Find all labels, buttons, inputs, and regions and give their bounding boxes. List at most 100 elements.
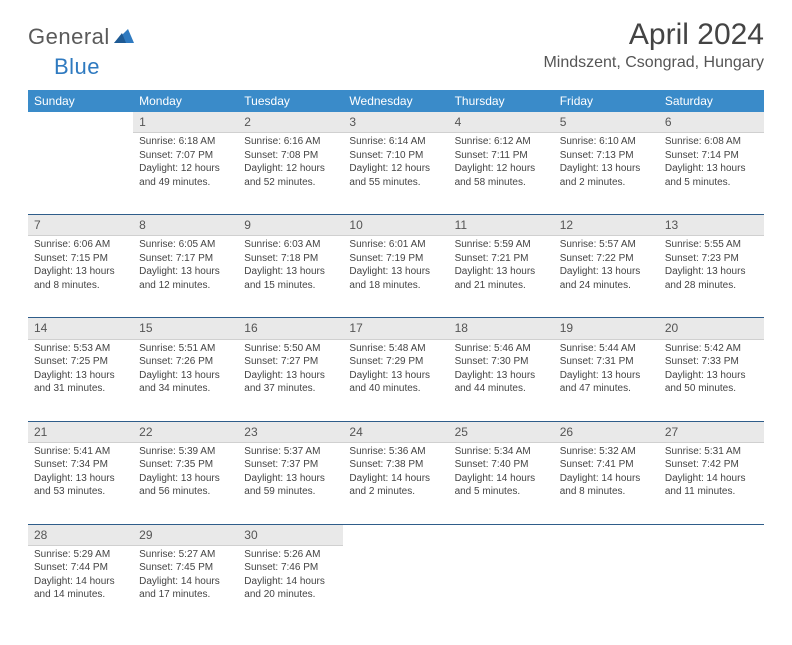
- day-line: Sunrise: 6:05 AM: [139, 238, 232, 252]
- day-number: 11: [449, 215, 554, 236]
- day-line: Sunrise: 5:46 AM: [455, 342, 548, 356]
- day-cell: Sunrise: 5:29 AMSunset: 7:44 PMDaylight:…: [28, 545, 133, 627]
- day-number: 29: [133, 525, 238, 546]
- title-block: April 2024 Mindszent, Csongrad, Hungary: [543, 18, 764, 72]
- day-line: Sunrise: 5:48 AM: [349, 342, 442, 356]
- day-line: Daylight: 13 hours: [560, 265, 653, 279]
- day-header: Saturday: [659, 90, 764, 112]
- day-number: 15: [133, 318, 238, 339]
- calendar-page: General April 2024 Mindszent, Csongrad, …: [0, 0, 792, 645]
- day-number-row: 14151617181920: [28, 318, 764, 339]
- day-line: Sunset: 7:42 PM: [665, 458, 758, 472]
- day-number: 30: [238, 525, 343, 546]
- day-line: Sunrise: 5:34 AM: [455, 445, 548, 459]
- day-number: 24: [343, 422, 448, 443]
- day-cell: Sunrise: 5:46 AMSunset: 7:30 PMDaylight:…: [449, 339, 554, 421]
- day-line: Sunset: 7:19 PM: [349, 252, 442, 266]
- day-cell: Sunrise: 6:03 AMSunset: 7:18 PMDaylight:…: [238, 236, 343, 318]
- day-line: and 20 minutes.: [244, 588, 337, 602]
- day-header: Tuesday: [238, 90, 343, 112]
- day-number: 20: [659, 318, 764, 339]
- day-line: Daylight: 14 hours: [665, 472, 758, 486]
- day-cell: [28, 133, 133, 215]
- day-number: [343, 525, 448, 546]
- day-number-row: 123456: [28, 112, 764, 133]
- day-number: 14: [28, 318, 133, 339]
- day-number: 4: [449, 112, 554, 133]
- day-content-row: Sunrise: 6:18 AMSunset: 7:07 PMDaylight:…: [28, 133, 764, 215]
- day-line: and 8 minutes.: [560, 485, 653, 499]
- day-line: and 2 minutes.: [560, 176, 653, 190]
- day-cell: Sunrise: 5:57 AMSunset: 7:22 PMDaylight:…: [554, 236, 659, 318]
- day-number: [449, 525, 554, 546]
- day-line: Daylight: 14 hours: [455, 472, 548, 486]
- day-header: Thursday: [449, 90, 554, 112]
- day-cell: [343, 545, 448, 627]
- day-line: Sunset: 7:25 PM: [34, 355, 127, 369]
- day-line: Daylight: 13 hours: [455, 369, 548, 383]
- brand-triangle-icon: [114, 27, 134, 48]
- day-line: Sunrise: 6:08 AM: [665, 135, 758, 149]
- day-content-row: Sunrise: 5:29 AMSunset: 7:44 PMDaylight:…: [28, 545, 764, 627]
- day-cell: Sunrise: 5:41 AMSunset: 7:34 PMDaylight:…: [28, 442, 133, 524]
- day-line: Daylight: 13 hours: [665, 162, 758, 176]
- day-line: Sunset: 7:15 PM: [34, 252, 127, 266]
- day-number: 22: [133, 422, 238, 443]
- day-line: Sunset: 7:44 PM: [34, 561, 127, 575]
- brand-text-2: Blue: [54, 54, 100, 80]
- day-line: Sunset: 7:34 PM: [34, 458, 127, 472]
- day-line: Daylight: 13 hours: [34, 472, 127, 486]
- day-line: and 14 minutes.: [34, 588, 127, 602]
- day-line: Daylight: 13 hours: [34, 265, 127, 279]
- day-number-row: 21222324252627: [28, 422, 764, 443]
- day-line: Sunrise: 5:36 AM: [349, 445, 442, 459]
- day-line: and 24 minutes.: [560, 279, 653, 293]
- day-line: Sunset: 7:40 PM: [455, 458, 548, 472]
- day-cell: Sunrise: 5:44 AMSunset: 7:31 PMDaylight:…: [554, 339, 659, 421]
- day-line: Sunrise: 6:06 AM: [34, 238, 127, 252]
- day-cell: Sunrise: 6:01 AMSunset: 7:19 PMDaylight:…: [343, 236, 448, 318]
- day-number: 6: [659, 112, 764, 133]
- day-line: and 8 minutes.: [34, 279, 127, 293]
- day-number: [28, 112, 133, 133]
- day-cell: Sunrise: 5:37 AMSunset: 7:37 PMDaylight:…: [238, 442, 343, 524]
- day-line: and 47 minutes.: [560, 382, 653, 396]
- day-number: 25: [449, 422, 554, 443]
- day-cell: Sunrise: 5:51 AMSunset: 7:26 PMDaylight:…: [133, 339, 238, 421]
- day-cell: Sunrise: 5:55 AMSunset: 7:23 PMDaylight:…: [659, 236, 764, 318]
- day-number: 18: [449, 318, 554, 339]
- day-line: and 58 minutes.: [455, 176, 548, 190]
- day-line: Daylight: 13 hours: [244, 472, 337, 486]
- day-line: Daylight: 13 hours: [665, 265, 758, 279]
- day-line: Sunset: 7:46 PM: [244, 561, 337, 575]
- day-cell: [659, 545, 764, 627]
- day-line: Daylight: 13 hours: [34, 369, 127, 383]
- day-line: Daylight: 13 hours: [455, 265, 548, 279]
- day-cell: Sunrise: 6:14 AMSunset: 7:10 PMDaylight:…: [343, 133, 448, 215]
- day-number: 23: [238, 422, 343, 443]
- day-cell: Sunrise: 5:26 AMSunset: 7:46 PMDaylight:…: [238, 545, 343, 627]
- day-line: Sunrise: 5:32 AM: [560, 445, 653, 459]
- calendar-table: SundayMondayTuesdayWednesdayThursdayFrid…: [28, 90, 764, 627]
- day-number: 8: [133, 215, 238, 236]
- day-line: Sunrise: 6:10 AM: [560, 135, 653, 149]
- day-line: and 17 minutes.: [139, 588, 232, 602]
- day-line: Sunrise: 5:37 AM: [244, 445, 337, 459]
- day-number: 5: [554, 112, 659, 133]
- day-line: Sunset: 7:31 PM: [560, 355, 653, 369]
- day-line: and 56 minutes.: [139, 485, 232, 499]
- day-line: Daylight: 13 hours: [349, 265, 442, 279]
- day-line: Sunset: 7:23 PM: [665, 252, 758, 266]
- day-number: 19: [554, 318, 659, 339]
- day-line: and 5 minutes.: [665, 176, 758, 190]
- day-line: Sunrise: 5:39 AM: [139, 445, 232, 459]
- day-cell: Sunrise: 5:53 AMSunset: 7:25 PMDaylight:…: [28, 339, 133, 421]
- location-text: Mindszent, Csongrad, Hungary: [543, 54, 764, 72]
- day-line: and 53 minutes.: [34, 485, 127, 499]
- day-number: 17: [343, 318, 448, 339]
- day-cell: Sunrise: 5:42 AMSunset: 7:33 PMDaylight:…: [659, 339, 764, 421]
- day-cell: Sunrise: 6:08 AMSunset: 7:14 PMDaylight:…: [659, 133, 764, 215]
- day-line: and 34 minutes.: [139, 382, 232, 396]
- day-cell: Sunrise: 5:39 AMSunset: 7:35 PMDaylight:…: [133, 442, 238, 524]
- day-cell: Sunrise: 5:27 AMSunset: 7:45 PMDaylight:…: [133, 545, 238, 627]
